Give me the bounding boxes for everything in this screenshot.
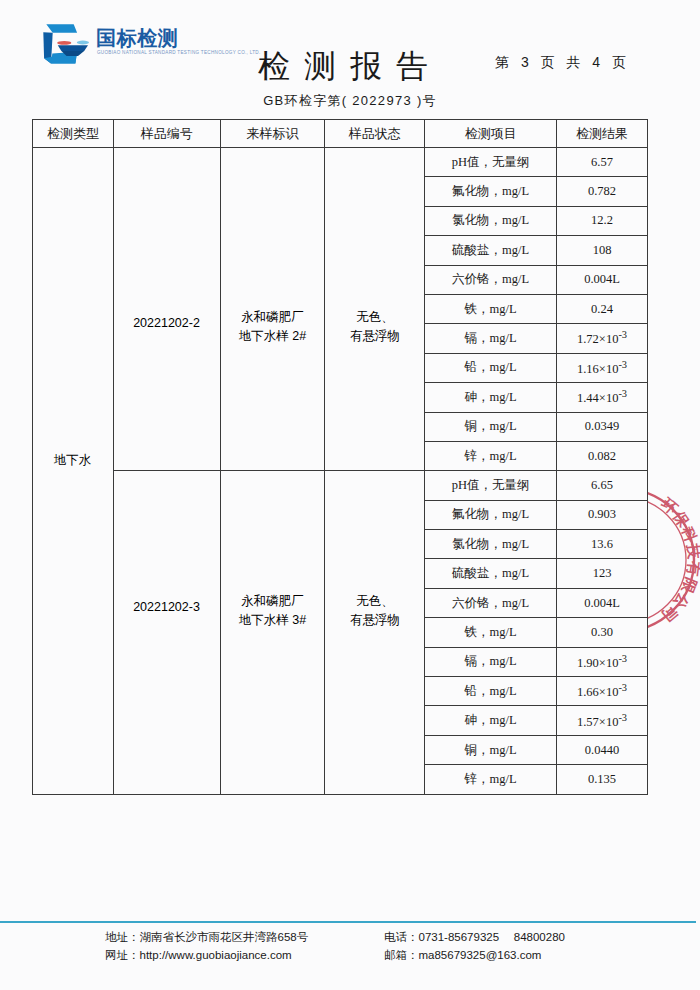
svg-text:环保科技有限公司: 环保科技有限公司 [657,494,700,627]
